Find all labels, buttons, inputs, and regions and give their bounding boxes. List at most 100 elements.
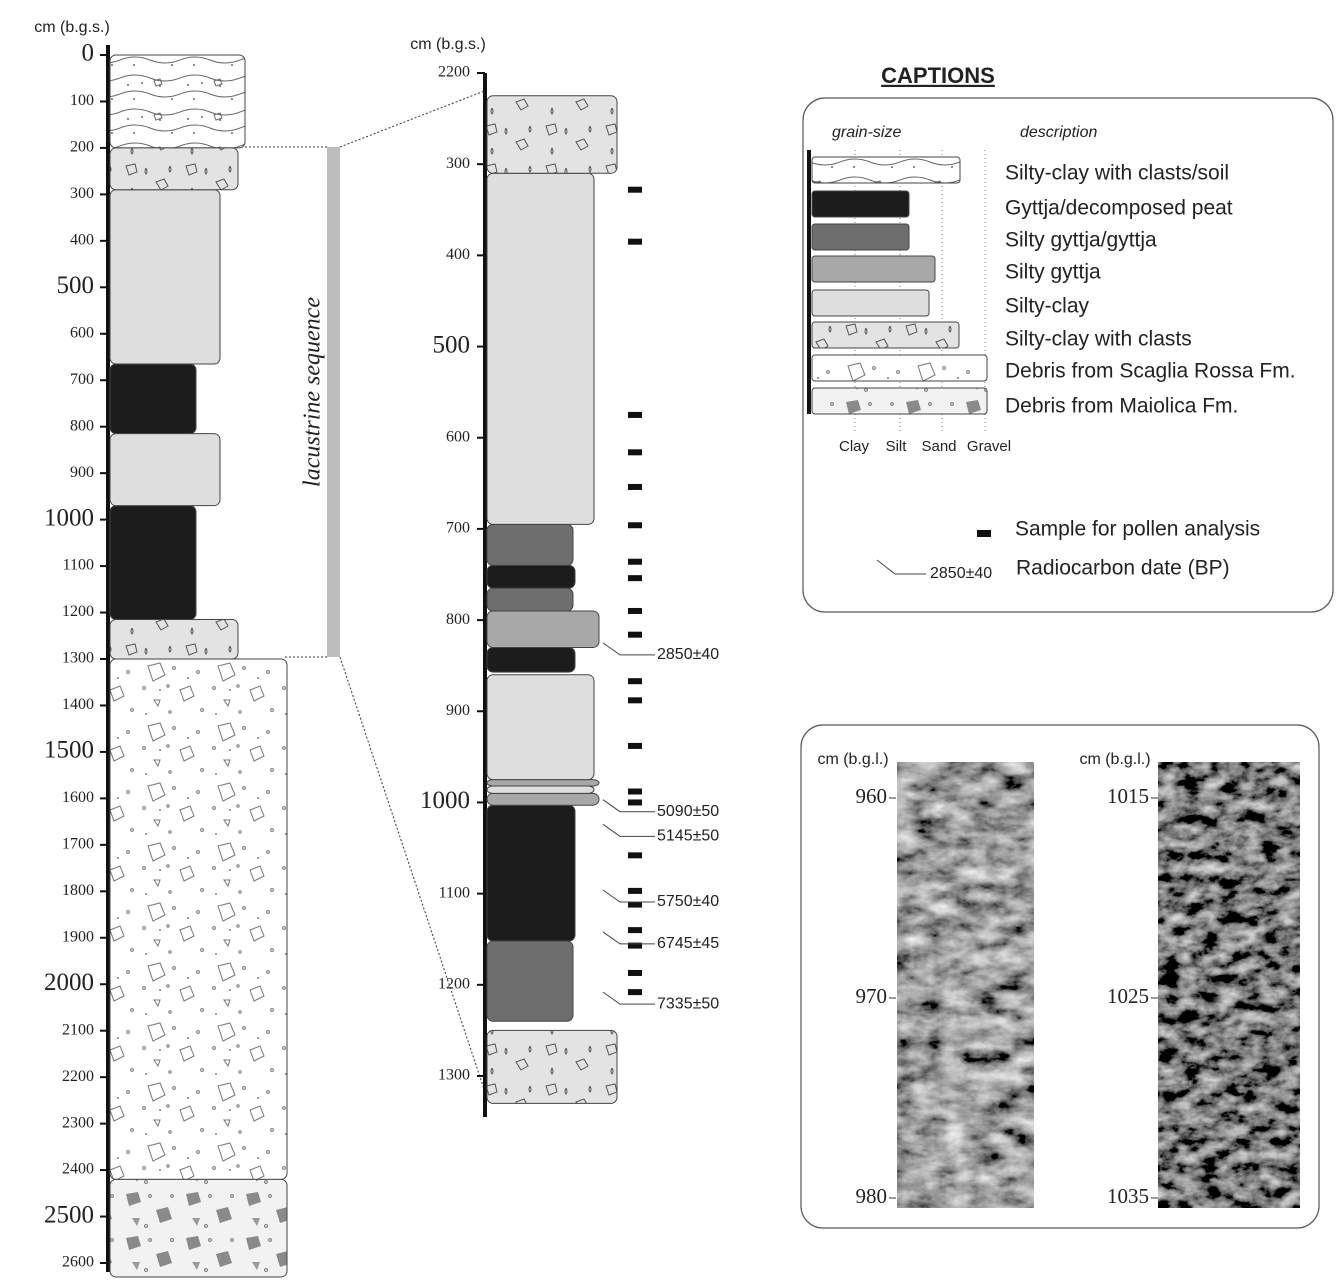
date-leader: [602, 991, 655, 1005]
tick-label: 500: [433, 331, 471, 358]
tick-label: 1500: [44, 737, 94, 764]
layer: [486, 610, 600, 648]
tick-label: 1035: [1107, 1184, 1149, 1208]
tick-label: 900: [446, 702, 470, 719]
date-leader: [602, 642, 655, 656]
axis-label: cm (b.g.l.): [1079, 751, 1150, 768]
pollen-sample: [628, 411, 642, 418]
connector-lines: [245, 89, 488, 1099]
tick-label: 1300: [438, 1067, 470, 1084]
tick-label: 700: [70, 371, 94, 388]
tick-label: 1300: [62, 650, 94, 667]
caption-bar: [811, 156, 961, 184]
grain-size-label: Gravel: [967, 438, 1011, 455]
date-label: 5090±50: [657, 803, 719, 820]
caption-bar: [811, 289, 930, 317]
axis-label: cm (b.g.l.): [817, 751, 888, 768]
layer: [486, 172, 595, 525]
caption-bar: [811, 321, 960, 349]
tick-label: 1000: [420, 787, 470, 814]
tick-label: 2200: [62, 1068, 94, 1085]
sequence-bracket: [327, 147, 340, 657]
side-label: lacustrine sequence: [300, 297, 326, 487]
grain-size-label: Sand: [921, 438, 956, 455]
pollen-sample: [628, 631, 642, 638]
layer: [486, 785, 595, 794]
pollen-sample: [628, 607, 642, 614]
pollen-sample: [628, 799, 642, 806]
pollen-sample: [628, 678, 642, 685]
tick-label: 960: [856, 784, 888, 808]
tick-label: 100: [70, 92, 94, 109]
tick-label: 1015: [1107, 784, 1149, 808]
pollen-sample: [628, 238, 642, 245]
caption-bar: [811, 190, 910, 218]
layer: [109, 54, 246, 149]
pollen-sample: [628, 989, 642, 996]
tick-label: 1200: [438, 975, 470, 992]
pollen-sample: [628, 186, 642, 193]
layer: [486, 587, 574, 612]
legend-label: Radiocarbon date (BP): [1016, 557, 1230, 580]
date-label: 5750±40: [657, 893, 719, 910]
tick-label: 900: [70, 464, 94, 481]
grain-size-label: Clay: [839, 438, 870, 455]
tick-label: 1400: [62, 696, 94, 713]
photo-box: [800, 724, 1320, 1229]
caption-bar: [811, 354, 988, 382]
tick-label: 600: [446, 428, 470, 445]
layer: [109, 363, 197, 435]
pollen-sample: [628, 742, 642, 749]
tick-label: 1000: [44, 504, 94, 531]
captions-box: [802, 97, 1334, 613]
date-label: 2850±40: [657, 646, 719, 663]
core-photo: [897, 762, 1034, 1208]
tick-label: 2000: [44, 969, 94, 996]
layer: [486, 523, 574, 566]
tick-label: 800: [446, 611, 470, 628]
caption-label: Silty-clay: [1005, 295, 1090, 318]
pollen-sample: [628, 558, 642, 565]
caption-label: Silty-clay with clasts/soil: [1005, 162, 1229, 185]
tick-label: 500: [57, 272, 95, 299]
date-label: 7335±50: [657, 995, 719, 1012]
layer: [486, 646, 576, 673]
caption-label: Gyttja/decomposed peat: [1005, 197, 1233, 220]
pollen-sample: [628, 483, 642, 490]
tick-label: 2600: [62, 1254, 94, 1271]
caption-label: Debris from Scaglia Rossa Fm.: [1005, 360, 1296, 383]
tick-label: 1100: [439, 884, 470, 901]
legend-label: Sample for pollen analysis: [1015, 518, 1260, 541]
tick-label: 1900: [62, 928, 94, 945]
tick-label: 980: [856, 1184, 888, 1208]
tick-label: 300: [446, 155, 470, 172]
tick-label: 400: [70, 232, 94, 249]
tick-label: 0: [82, 40, 95, 67]
date-leader: [602, 799, 655, 813]
tick-label: 400: [446, 246, 470, 263]
tick-label: 2100: [62, 1021, 94, 1038]
caption-label: Silty-clay with clasts: [1005, 328, 1192, 351]
pollen-sample: [628, 697, 642, 704]
pollen-sample: [628, 522, 642, 529]
tick-label: 200: [70, 139, 94, 156]
caption-bar: [811, 255, 936, 283]
column-header: grain-size: [832, 124, 901, 141]
pollen-symbol: [977, 530, 991, 537]
tick-label: 1800: [62, 882, 94, 899]
tick-label: 1025: [1107, 984, 1149, 1008]
caption-label: Silty gyttja: [1005, 261, 1101, 284]
layer: [109, 658, 288, 1180]
tick-label: 970: [856, 984, 888, 1008]
pollen-sample: [628, 969, 642, 976]
pollen-sample: [628, 575, 642, 582]
date-leader: [602, 931, 655, 945]
tick-label: 800: [70, 417, 94, 434]
core-photo: [1158, 762, 1300, 1208]
layer: [109, 433, 221, 507]
captions-title: CAPTIONS: [881, 63, 995, 88]
layer: [486, 804, 576, 942]
layer: [486, 940, 574, 1022]
axis-label: cm (b.g.s.): [410, 36, 486, 53]
